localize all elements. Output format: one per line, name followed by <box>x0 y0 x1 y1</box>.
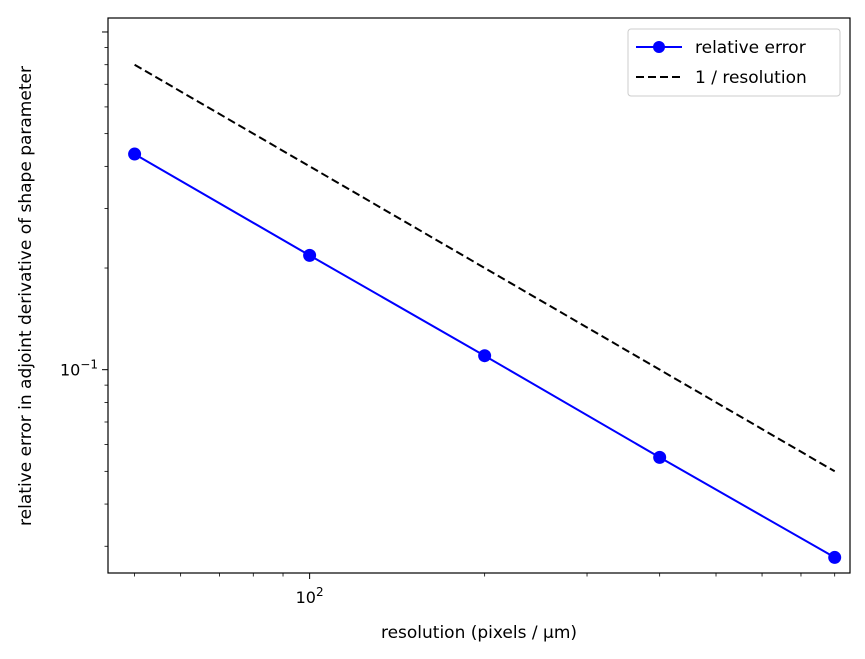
legend-label-1-over-resolution: 1 / resolution <box>695 68 807 88</box>
y-tick-label: 10−1 <box>60 358 98 380</box>
series-line-1 <box>134 63 836 473</box>
y-axis-label: relative error in adjoint derivative of … <box>16 66 36 526</box>
major-ticks: 102 10−1 <box>60 31 324 607</box>
data-point <box>128 147 142 161</box>
legend-marker-relative-error <box>653 41 665 53</box>
x-axis-label: resolution (pixels / μm) <box>381 623 577 643</box>
legend-label-relative-error: relative error <box>695 38 806 58</box>
x-tick-label: 102 <box>296 585 324 607</box>
series-layer <box>128 63 842 564</box>
plot-background <box>108 18 850 573</box>
data-point <box>478 349 492 363</box>
data-point <box>303 248 317 262</box>
plot-frame <box>107 17 851 574</box>
data-point <box>653 450 667 464</box>
legend-box <box>627 28 841 97</box>
data-point <box>828 550 842 564</box>
legend: relative error 1 / resolution <box>627 28 841 97</box>
